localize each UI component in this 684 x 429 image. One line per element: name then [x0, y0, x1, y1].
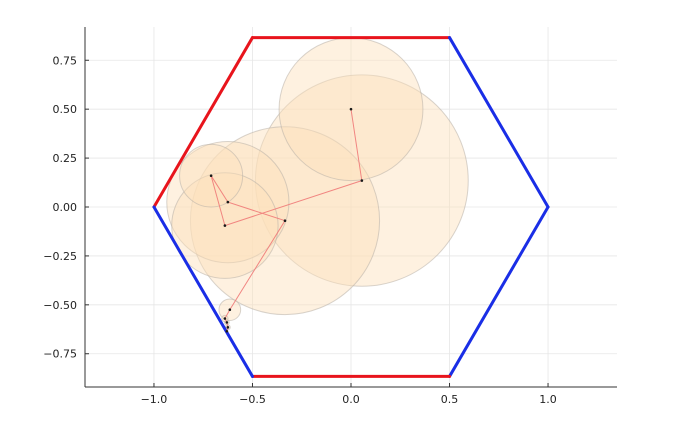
- hexagon-edge-0: [152, 36, 254, 209]
- path-point-5: [283, 219, 287, 222]
- y-tick-label-5: −0.50: [43, 299, 77, 312]
- path-point-6: [228, 308, 232, 312]
- y-tick-label-1: 0.50: [53, 103, 78, 116]
- path-point-10: [225, 329, 229, 333]
- point-group: [209, 107, 364, 333]
- x-tick-label-4: 1.0: [539, 393, 557, 406]
- path-point-7: [223, 317, 227, 320]
- path-point-8: [225, 321, 229, 324]
- y-tick-label-6: −0.75: [43, 348, 77, 361]
- path-point-0: [349, 107, 353, 111]
- hexagon-edge-5: [152, 205, 254, 378]
- x-tick-label-2: 0.0: [342, 393, 360, 406]
- hexagon-edge-2: [448, 36, 550, 209]
- axes: −1.0 −0.5 0.0 0.5 1.0 0.75 0.50 0.25 0.00 −0.25 −0…: [43, 27, 617, 406]
- y-tick-label-4: −0.25: [43, 250, 77, 263]
- path-point-3: [209, 174, 213, 177]
- x-tick-label-3: 0.5: [441, 393, 459, 406]
- grid-lines: [85, 27, 617, 387]
- x-tick-label-1: −0.5: [239, 393, 266, 406]
- path-point-4: [226, 200, 230, 204]
- y-tick-label-3: 0.00: [53, 201, 78, 214]
- y-tick-label-0: 0.75: [53, 54, 78, 67]
- path-point-1: [360, 179, 364, 182]
- x-tick-label-0: −1.0: [141, 393, 168, 406]
- path-point-9: [226, 326, 230, 329]
- path-point-2: [223, 224, 227, 227]
- hexagon-outline: [152, 36, 550, 378]
- hexagon-edge-3: [448, 205, 550, 378]
- y-tick-label-2: 0.25: [53, 152, 78, 165]
